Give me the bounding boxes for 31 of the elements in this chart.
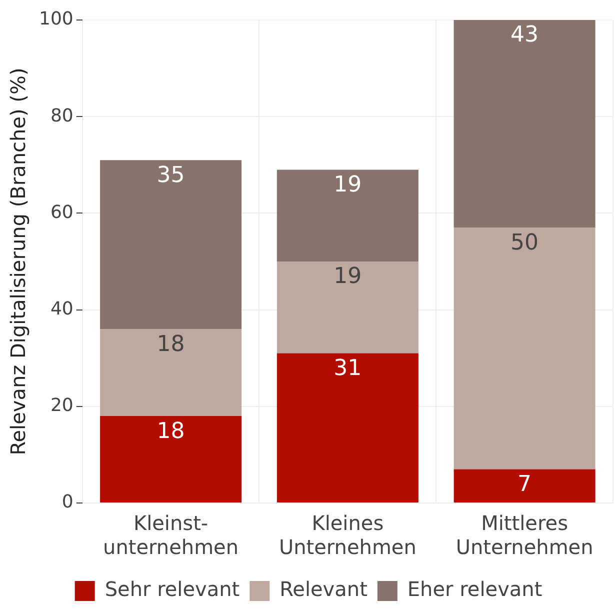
y-tick-label: 60 [50, 202, 74, 223]
bar [276, 170, 418, 262]
y-tick-label: 100 [38, 8, 74, 30]
bar [454, 20, 596, 228]
data-label: 18 [156, 418, 185, 444]
legend-label: Eher relevant [407, 577, 542, 602]
data-label: 43 [510, 22, 539, 48]
data-label: 31 [334, 356, 362, 381]
data-label: 7 [518, 472, 532, 497]
y-axis-title: Relevanz Digitalisierung (Branche) (%) [6, 68, 30, 456]
bar [100, 416, 242, 502]
data-label: 19 [334, 264, 362, 290]
y-tick-label: 20 [50, 395, 74, 416]
bar [276, 262, 418, 354]
data-label: 50 [510, 230, 539, 256]
x-tick-label: Mittleres Unternehmen [456, 511, 594, 560]
bar [100, 329, 242, 416]
y-tick-label: 80 [50, 105, 74, 126]
bar [100, 160, 242, 330]
legend-label: Relevant [280, 577, 368, 602]
data-label: 18 [156, 332, 185, 357]
x-tick-label: Kleines Unternehmen [278, 511, 416, 560]
y-tick-label: 0 [62, 492, 74, 513]
y-tick-label: 40 [50, 298, 74, 320]
data-label: 19 [334, 172, 362, 198]
bar [454, 228, 596, 470]
legend-label: Sehr relevant [104, 577, 240, 602]
data-label: 35 [156, 162, 185, 188]
bar [454, 469, 596, 502]
bar [276, 353, 418, 502]
x-tick-label: Kleinst- unternehmen [103, 511, 239, 560]
